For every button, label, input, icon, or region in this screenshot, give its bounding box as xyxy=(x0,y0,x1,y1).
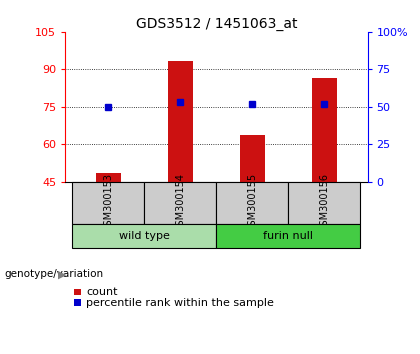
Bar xyxy=(96,173,121,182)
Bar xyxy=(288,182,360,224)
Text: percentile rank within the sample: percentile rank within the sample xyxy=(86,298,274,308)
Bar xyxy=(144,182,216,224)
Text: GSM300153: GSM300153 xyxy=(103,173,113,233)
Text: ▶: ▶ xyxy=(58,269,66,279)
Text: GSM300155: GSM300155 xyxy=(247,173,257,233)
Bar xyxy=(72,182,144,224)
Bar xyxy=(168,61,193,182)
Text: genotype/variation: genotype/variation xyxy=(4,269,103,279)
Bar xyxy=(72,224,216,248)
Text: count: count xyxy=(86,287,118,297)
Bar xyxy=(240,135,265,182)
Bar xyxy=(216,182,288,224)
Title: GDS3512 / 1451063_at: GDS3512 / 1451063_at xyxy=(136,17,297,31)
Text: furin null: furin null xyxy=(263,231,313,241)
Text: GSM300154: GSM300154 xyxy=(175,173,185,233)
Bar xyxy=(216,224,360,248)
Text: GSM300156: GSM300156 xyxy=(319,173,329,233)
Bar xyxy=(312,78,337,182)
Text: wild type: wild type xyxy=(119,231,170,241)
